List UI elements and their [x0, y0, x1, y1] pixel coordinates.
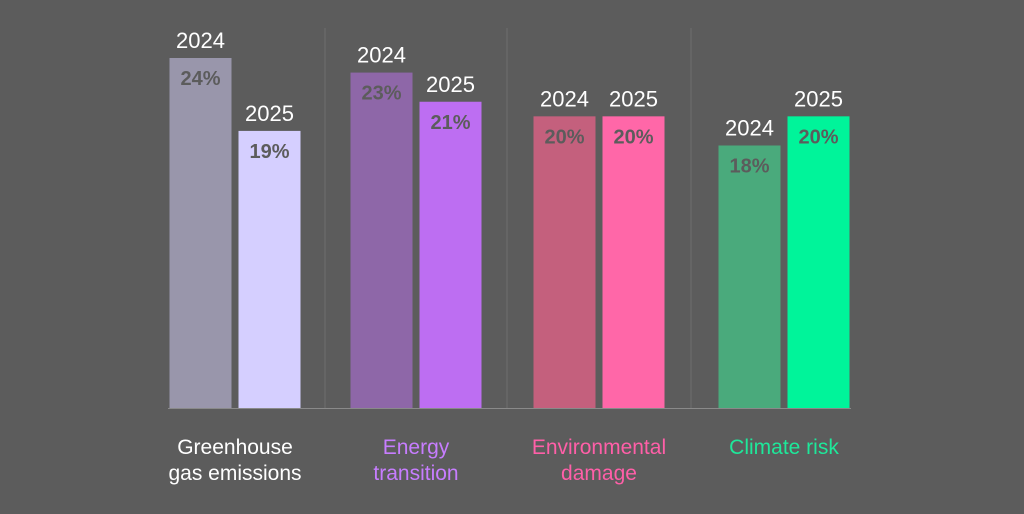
- year-label-2025-4: 2025: [794, 86, 843, 111]
- year-label-2024-1: 2024: [176, 28, 225, 53]
- category-label-1-line-2: gas emissions: [168, 462, 301, 485]
- category-label-1-line-1: Greenhouse: [177, 436, 293, 459]
- bar-2025-2: [419, 101, 482, 408]
- year-label-2024-3: 2024: [540, 86, 589, 111]
- bars-layer: [169, 58, 850, 408]
- year-label-2025-3: 2025: [609, 86, 658, 111]
- value-label-2024-4: 18%: [729, 156, 769, 178]
- year-label-2024-4: 2024: [725, 116, 774, 141]
- year-label-2025-2: 2025: [426, 72, 475, 97]
- value-label-2024-2: 23%: [361, 83, 401, 105]
- category-label-2-line-2: transition: [373, 462, 458, 485]
- bar-2025-1: [238, 130, 301, 408]
- bar-2024-4: [718, 145, 781, 408]
- value-label-2025-2: 21%: [430, 112, 470, 134]
- category-label-4-line-1: Climate risk: [729, 436, 839, 459]
- year-label-2025-1: 2025: [245, 101, 294, 126]
- bar-2024-2: [350, 72, 413, 408]
- value-label-2025-4: 20%: [798, 126, 838, 148]
- bar-2025-3: [602, 116, 665, 408]
- value-label-2024-1: 24%: [180, 68, 220, 90]
- value-label-2025-1: 19%: [249, 141, 289, 163]
- year-label-2024-2: 2024: [357, 43, 406, 68]
- value-label-2024-3: 20%: [544, 126, 584, 148]
- category-label-3-line-1: Environmental: [532, 436, 666, 459]
- value-label-2025-3: 20%: [613, 126, 653, 148]
- bar-2024-1: [169, 58, 232, 408]
- category-label-2-line-1: Energy: [383, 436, 450, 459]
- group-separators: [324, 28, 692, 408]
- bar-2025-4: [787, 116, 850, 408]
- labels-layer: 2024 24% 2025 19% Greenhouse gas emissions 202…: [168, 28, 843, 485]
- bar-2024-3: [533, 116, 596, 408]
- category-label-3-line-2: damage: [561, 462, 637, 485]
